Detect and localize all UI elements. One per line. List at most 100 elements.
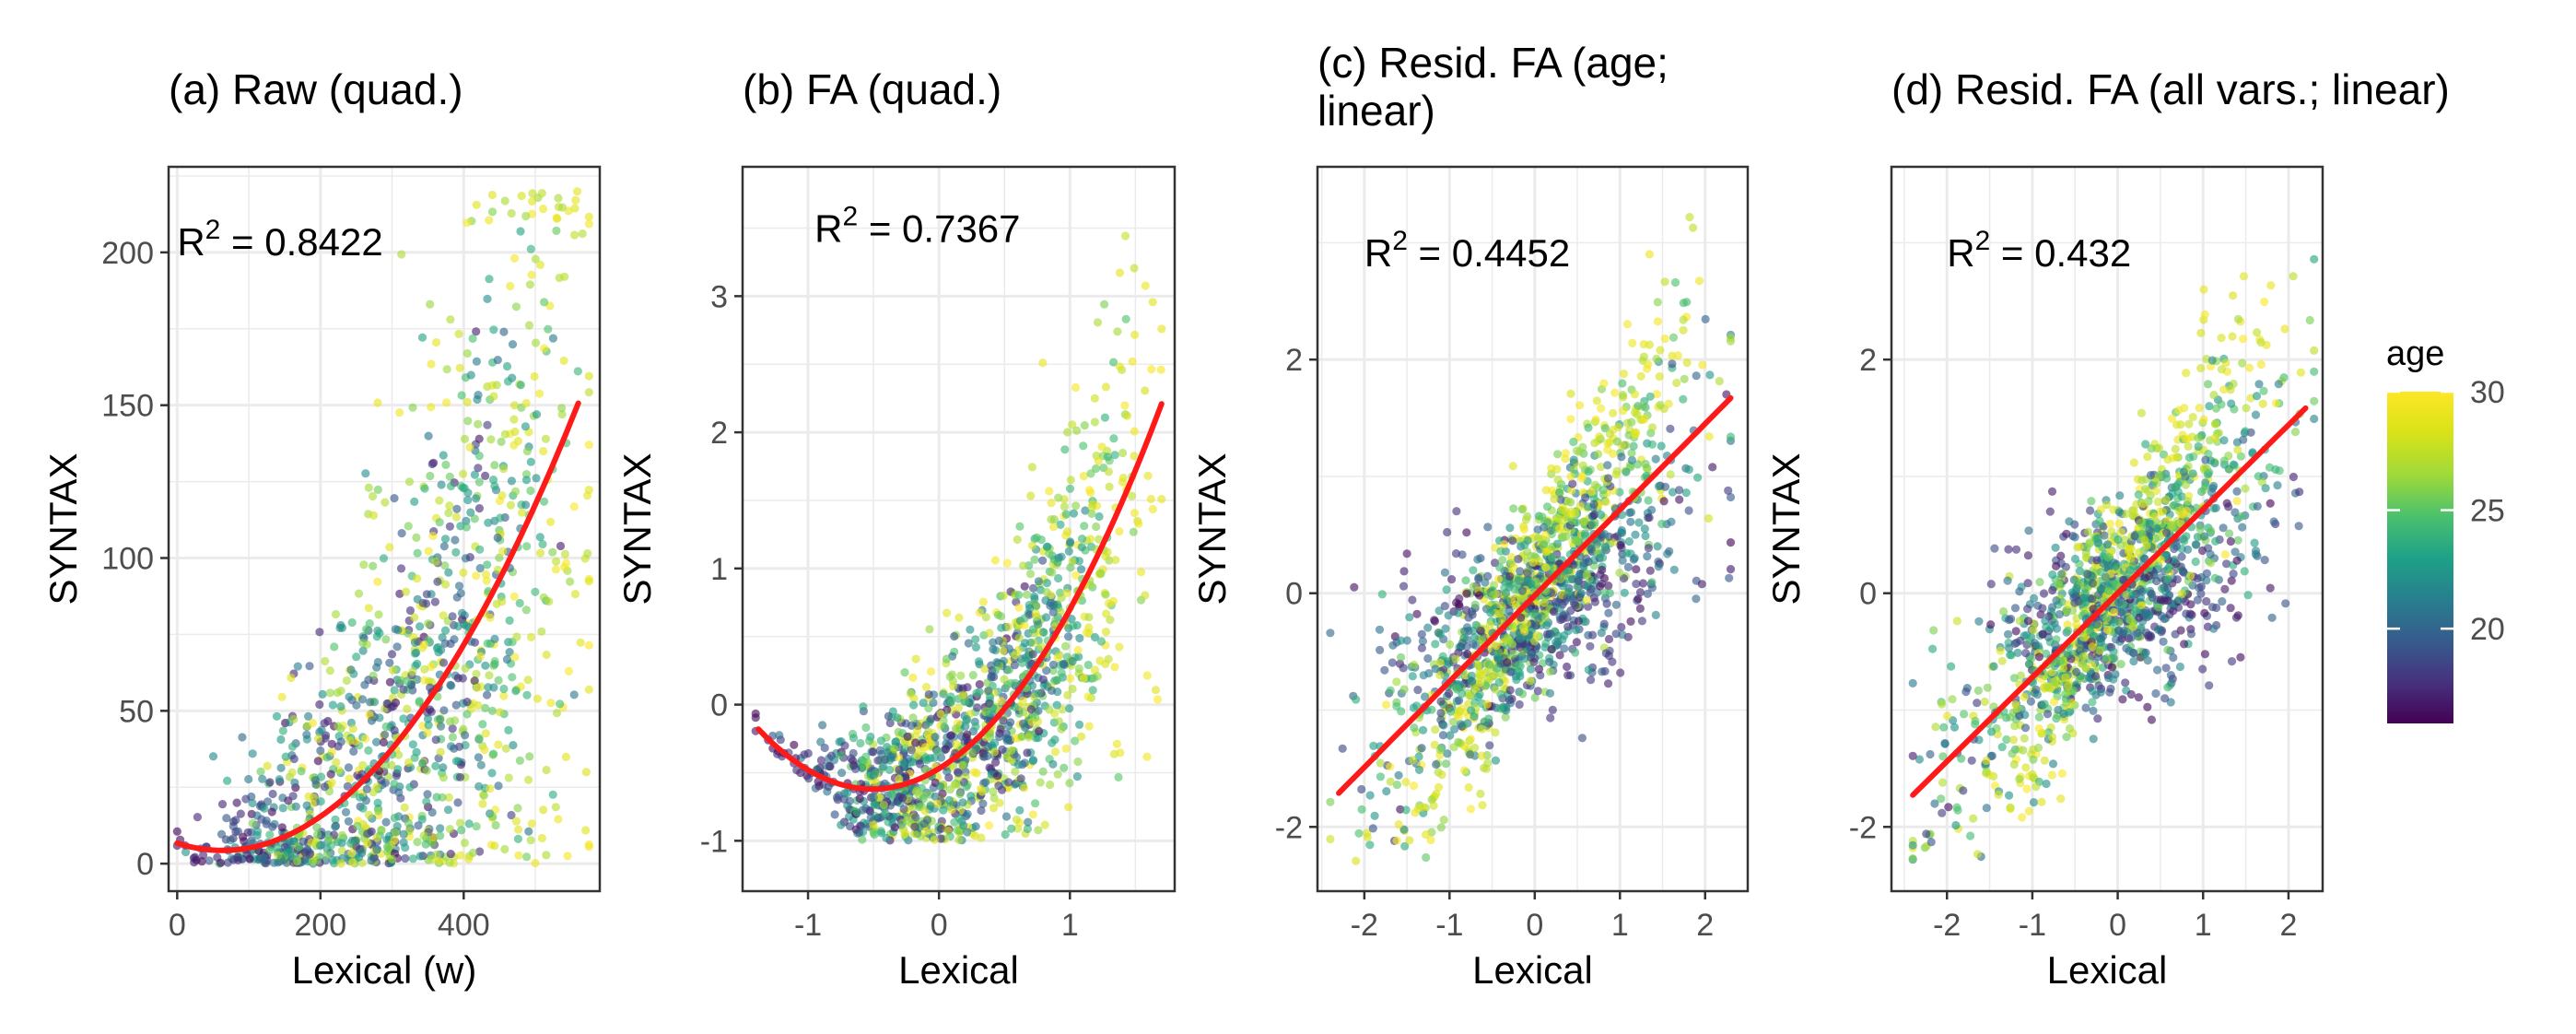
data-point bbox=[532, 474, 541, 483]
data-point bbox=[2200, 650, 2209, 659]
panel-background bbox=[1891, 167, 2323, 891]
data-point bbox=[1944, 803, 1953, 812]
data-point bbox=[1580, 529, 1590, 538]
data-point bbox=[272, 711, 282, 721]
data-point bbox=[1080, 522, 1089, 531]
data-point bbox=[1519, 524, 1528, 535]
data-point bbox=[208, 752, 218, 761]
data-point bbox=[546, 699, 556, 708]
x-tick-label: 2 bbox=[1696, 908, 1714, 943]
data-point bbox=[399, 685, 408, 694]
data-point bbox=[1083, 660, 1093, 670]
data-point bbox=[372, 737, 381, 746]
data-point bbox=[1401, 805, 1411, 815]
data-point bbox=[1026, 638, 1036, 647]
data-point bbox=[861, 723, 871, 733]
data-point bbox=[390, 686, 399, 695]
data-point bbox=[315, 699, 324, 710]
data-point bbox=[975, 680, 984, 689]
data-point bbox=[2195, 404, 2204, 413]
data-point bbox=[232, 798, 241, 807]
data-point bbox=[401, 843, 410, 852]
data-point bbox=[1148, 298, 1157, 307]
data-point bbox=[1060, 763, 1069, 772]
data-point bbox=[1014, 603, 1024, 612]
data-point bbox=[405, 782, 415, 792]
data-point bbox=[1025, 604, 1035, 613]
data-point bbox=[490, 660, 499, 669]
data-point bbox=[483, 294, 492, 303]
data-point bbox=[1492, 641, 1501, 651]
data-point bbox=[408, 667, 417, 676]
data-point bbox=[474, 419, 483, 429]
data-point bbox=[381, 730, 390, 739]
data-point bbox=[1966, 831, 1975, 840]
data-point bbox=[869, 819, 878, 829]
data-point bbox=[451, 547, 461, 558]
data-point bbox=[1002, 680, 1012, 689]
data-point bbox=[943, 767, 952, 776]
data-point bbox=[382, 699, 392, 709]
data-point bbox=[1534, 534, 1543, 543]
data-point bbox=[557, 410, 567, 419]
data-point bbox=[364, 676, 373, 685]
data-point bbox=[919, 794, 928, 804]
data-point bbox=[417, 815, 427, 824]
data-point bbox=[2258, 399, 2267, 408]
data-point bbox=[1079, 471, 1088, 481]
data-point bbox=[950, 631, 959, 641]
data-point bbox=[493, 533, 502, 543]
data-point bbox=[858, 805, 868, 815]
data-point bbox=[440, 626, 451, 635]
data-point bbox=[1051, 616, 1060, 625]
data-point bbox=[445, 825, 454, 834]
data-point bbox=[310, 776, 320, 785]
data-point bbox=[1432, 759, 1441, 770]
data-point bbox=[1666, 424, 1675, 433]
data-point bbox=[946, 698, 955, 707]
data-point bbox=[483, 560, 492, 570]
data-point bbox=[1692, 371, 1701, 381]
data-point bbox=[480, 745, 489, 755]
data-point bbox=[487, 706, 498, 716]
data-point bbox=[1997, 656, 2007, 665]
data-point bbox=[1961, 687, 1971, 697]
x-tick-label: -1 bbox=[794, 908, 822, 943]
data-point bbox=[328, 700, 337, 710]
data-point bbox=[990, 556, 1000, 565]
data-point bbox=[503, 377, 513, 386]
data-point bbox=[1505, 571, 1515, 582]
data-point bbox=[524, 775, 533, 784]
data-point bbox=[2310, 396, 2319, 405]
data-point bbox=[466, 508, 475, 517]
data-point bbox=[513, 804, 522, 813]
data-point bbox=[1047, 499, 1056, 508]
data-point bbox=[258, 774, 267, 783]
data-point bbox=[1039, 628, 1048, 637]
data-point bbox=[354, 589, 364, 598]
data-point bbox=[2280, 324, 2289, 334]
data-point bbox=[1588, 630, 1598, 640]
data-point bbox=[2289, 472, 2298, 482]
data-point bbox=[1408, 595, 1417, 605]
data-point bbox=[1590, 597, 1599, 606]
data-point bbox=[408, 854, 417, 864]
data-point bbox=[373, 398, 382, 407]
fit-line bbox=[174, 400, 581, 853]
data-point bbox=[1529, 657, 1539, 667]
data-point bbox=[1012, 815, 1021, 825]
data-point bbox=[450, 744, 459, 753]
data-point bbox=[320, 782, 329, 792]
data-point bbox=[1399, 664, 1408, 673]
data-point bbox=[498, 546, 508, 556]
data-point bbox=[1541, 486, 1551, 495]
data-point bbox=[1130, 427, 1139, 436]
data-point bbox=[472, 200, 481, 209]
data-point bbox=[1143, 471, 1153, 480]
data-point bbox=[1028, 810, 1037, 819]
data-point bbox=[515, 598, 524, 608]
data-point bbox=[884, 711, 894, 721]
data-point bbox=[1023, 748, 1032, 758]
data-point bbox=[1600, 544, 1610, 553]
data-point bbox=[392, 642, 402, 652]
